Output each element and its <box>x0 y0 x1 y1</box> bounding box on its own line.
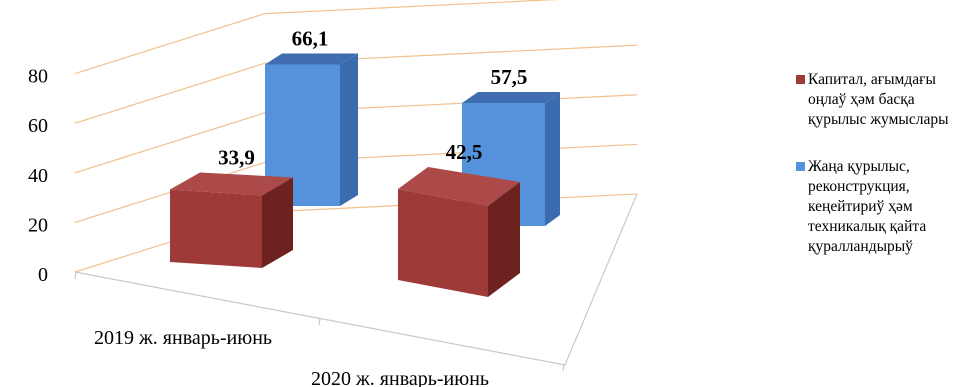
bar-side-face <box>262 177 293 268</box>
bar-front-face <box>170 189 262 268</box>
y-tick-label: 60 <box>28 115 48 137</box>
x-axis-categories: 2019 ж. январь-июнь 2020 ж. январь-июнь <box>94 327 489 387</box>
legend-label-series-2: Жаңа қурылыс, реконструкция, кеңейтириў … <box>808 158 927 255</box>
gridline <box>74 0 559 75</box>
bar-blue-2020 <box>462 91 560 226</box>
data-label: 66,1 <box>292 27 329 51</box>
category-tick <box>562 363 565 372</box>
bar-top-face <box>462 91 560 103</box>
y-tick-label: 40 <box>28 165 48 187</box>
bar-blue-2019 <box>265 53 358 207</box>
y-axis-ticks: 0 20 40 60 80 <box>28 66 48 286</box>
data-label: 42,5 <box>446 140 483 164</box>
floor-edge <box>74 193 638 366</box>
y-tick-label: 80 <box>28 66 48 88</box>
gridline <box>74 44 638 124</box>
y-tick-label: 20 <box>28 214 48 236</box>
legend-item-series-1: Капитал, ағымдағы оңлаў ҳәм басқа қурылы… <box>796 70 976 130</box>
bar-front-face <box>265 64 340 207</box>
bar-front-face <box>398 189 488 297</box>
y-tick-label: 0 <box>38 264 48 286</box>
bar-red-2020 <box>398 167 520 297</box>
bar-side-face <box>488 182 520 297</box>
legend-swatch-series-2 <box>796 162 805 171</box>
category-tick <box>318 317 321 326</box>
category-label: 2019 ж. январь-июнь <box>94 327 272 349</box>
legend-label-series-1: Капитал, ағымдағы оңлаў ҳәм басқа қурылы… <box>808 71 949 128</box>
bars <box>170 53 560 297</box>
bar-top-face <box>398 167 520 207</box>
data-label: 33,9 <box>218 145 255 169</box>
legend-swatch-series-1 <box>796 75 805 84</box>
bar-top-face <box>170 172 293 196</box>
bar-side-face <box>545 91 560 226</box>
data-label: 57,5 <box>491 65 528 89</box>
chart-floor <box>74 193 638 372</box>
bar-red-2019 <box>170 172 293 268</box>
bar-side-face <box>340 53 358 206</box>
data-labels: 66,1 57,5 33,9 42,5 <box>218 27 527 170</box>
legend: Капитал, ағымдағы оңлаў ҳәм басқа қурылы… <box>796 70 976 284</box>
category-label: 2020 ж. январь-июнь <box>311 368 489 387</box>
legend-item-series-2: Жаңа қурылыс, реконструкция, кеңейтириў … <box>796 157 976 257</box>
category-tick <box>74 271 77 280</box>
bar-top-face <box>265 53 358 65</box>
